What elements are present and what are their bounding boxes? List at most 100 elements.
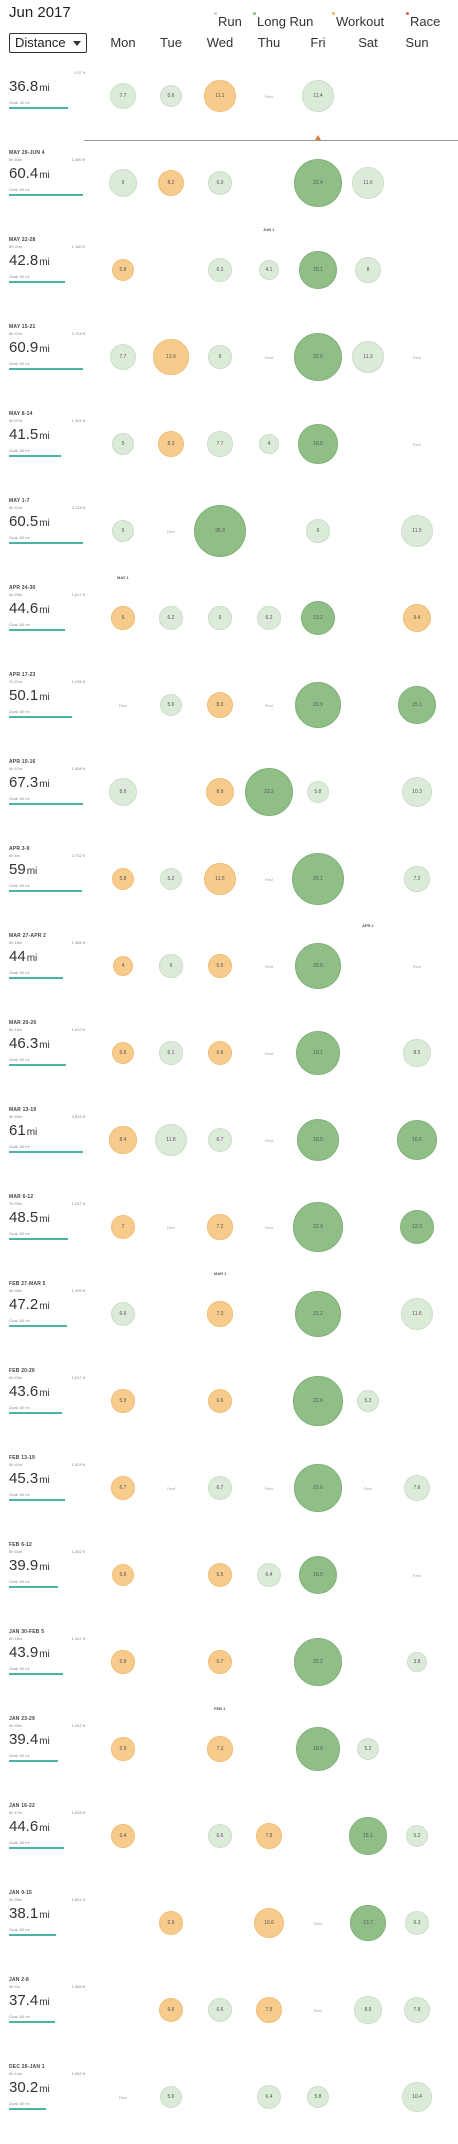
run-bubble[interactable]: 16.5 bbox=[298, 424, 338, 464]
run-bubble[interactable]: 6.9 bbox=[158, 1910, 184, 1936]
run-bubble[interactable]: 7.6 bbox=[404, 1475, 430, 1501]
run-bubble[interactable]: 6.6 bbox=[207, 1388, 233, 1414]
run-bubble[interactable]: 21.6 bbox=[294, 1464, 342, 1512]
week-row[interactable]: JAN 23-29 5h 46m 1,442 ft 39.4mi Goal: 60 mi… bbox=[0, 1709, 458, 1796]
run-bubble[interactable]: 7.8 bbox=[255, 1822, 283, 1850]
run-bubble[interactable]: 5.6 bbox=[159, 2085, 183, 2109]
week-row[interactable]: FEB 6-12 5h 51m 1,352 ft 39.9mi Goal: 60 mi 5… bbox=[0, 1535, 458, 1622]
run-bubble[interactable]: 3.8 bbox=[407, 1652, 427, 1672]
run-bubble[interactable]: 10.6 bbox=[253, 1907, 285, 1939]
run-bubble[interactable]: 16.6 bbox=[397, 1120, 437, 1160]
run-bubble[interactable]: 22.5 bbox=[293, 332, 343, 382]
week-row[interactable]: MAY 8-14 6h 07m 1,461 ft 41.5mi Goal: 60 mi 5… bbox=[0, 404, 458, 491]
run-bubble[interactable]: 6.9 bbox=[207, 170, 233, 196]
run-bubble[interactable]: 13.7 bbox=[350, 1905, 386, 1941]
run-bubble[interactable]: 6.6 bbox=[110, 1301, 136, 1327]
run-bubble[interactable]: 6 bbox=[111, 606, 135, 630]
run-bubble[interactable]: 5.9 bbox=[111, 1737, 135, 1761]
week-row[interactable]: MAY 29-JUN 4 8h 54m 1,380 ft 60.4mi Goal: 60… bbox=[0, 143, 458, 230]
run-bubble[interactable]: 19.1 bbox=[296, 1031, 340, 1075]
run-bubble[interactable]: 6.7 bbox=[207, 1127, 233, 1153]
run-bubble[interactable]: 18.9 bbox=[296, 1727, 340, 1771]
run-bubble[interactable]: 11.1 bbox=[204, 80, 236, 112]
run-bubble[interactable]: 8.9 bbox=[206, 778, 234, 806]
week-row[interactable]: DEC 26-JAN 1 4h 14m 1,082 ft 30.2mi Goal: 60… bbox=[0, 2057, 458, 2144]
week-row[interactable]: MAR 6-12 7h 03m 1,247 ft 48.5mi Goal: 60 mi 7… bbox=[0, 1187, 458, 1274]
run-bubble[interactable]: 13.2 bbox=[300, 600, 336, 636]
week-row[interactable]: FEB 13-19 6h 41m 1,629 ft 45.3mi Goal: 60 mi… bbox=[0, 1448, 458, 1535]
run-bubble[interactable]: 6.6 bbox=[207, 1040, 233, 1066]
week-row[interactable]: APR 3-9 8h 4m 2,732 ft 59mi Goal: 60 mi 5.8 5.… bbox=[0, 839, 458, 926]
run-bubble[interactable]: 6.6 bbox=[207, 1997, 233, 2023]
run-bubble[interactable]: 11.6 bbox=[352, 167, 384, 199]
run-bubble[interactable]: 5.8 bbox=[111, 867, 135, 891]
run-bubble[interactable]: 4 bbox=[112, 955, 134, 977]
run-bubble[interactable]: 6.4 bbox=[111, 1824, 135, 1848]
week-row[interactable]: MAR 13-19 8h 50m 2,816 ft 61mi Goal: 60 mi 8.… bbox=[0, 1100, 458, 1187]
run-bubble[interactable]: 15.1 bbox=[299, 251, 337, 289]
run-bubble[interactable]: 5.9 bbox=[111, 1389, 135, 1413]
run-bubble[interactable]: 8.2 bbox=[157, 169, 185, 197]
run-bubble[interactable]: 15.1 bbox=[398, 686, 436, 724]
run-bubble[interactable]: 6.5 bbox=[207, 953, 233, 979]
run-bubble[interactable]: 5.9 bbox=[111, 1650, 135, 1674]
run-bubble[interactable]: 13.6 bbox=[153, 339, 189, 375]
run-bubble[interactable]: 4.1 bbox=[258, 259, 280, 281]
week-row[interactable]: FEB 20-26 6h 23m 1,617 ft 43.6mi Goal: 60 mi… bbox=[0, 1361, 458, 1448]
run-bubble[interactable]: 7 bbox=[110, 1214, 136, 1240]
run-bubble[interactable]: 5.8 bbox=[306, 780, 330, 804]
run-bubble[interactable]: 5.6 bbox=[111, 1041, 135, 1065]
week-row[interactable]: MAY 15-21 8h 37m 2,728 ft 60.9mi Goal: 60 mi… bbox=[0, 317, 458, 404]
run-bubble[interactable]: 22.9 bbox=[293, 1202, 343, 1252]
run-bubble[interactable]: 7.2 bbox=[404, 866, 430, 892]
run-bubble[interactable]: 6.6 bbox=[158, 1997, 184, 2023]
week-row[interactable]: FEB 27-MAR 5 6h 46m 1,495 ft 47.2mi Goal: 60… bbox=[0, 1274, 458, 1361]
run-bubble[interactable]: 22.6 bbox=[293, 1376, 343, 1426]
run-bubble[interactable]: 5.8 bbox=[111, 258, 135, 282]
run-bubble[interactable]: 15.5 bbox=[298, 1555, 337, 1594]
run-bubble[interactable]: 7.7 bbox=[110, 344, 136, 370]
run-bubble[interactable]: 7.8 bbox=[403, 1996, 431, 2024]
week-row[interactable]: MAY 1-7 8h 41m 2,118 ft 60.5mi Goal: 60 mi 5 R… bbox=[0, 491, 458, 578]
run-bubble[interactable]: 5.2 bbox=[159, 867, 183, 891]
run-bubble[interactable]: 5.2 bbox=[405, 1824, 429, 1848]
run-bubble[interactable]: 7.7 bbox=[110, 83, 136, 109]
run-bubble[interactable]: 5.6 bbox=[111, 1563, 135, 1587]
run-bubble[interactable]: 6 bbox=[208, 345, 232, 369]
metric-dropdown[interactable]: Distance bbox=[9, 33, 87, 53]
week-row[interactable]: JAN 16-22 6h 17m 1,628 ft 44.6mi Goal: 60 mi… bbox=[0, 1796, 458, 1883]
run-bubble[interactable]: 6.7 bbox=[110, 1475, 136, 1501]
run-bubble[interactable]: 25.1 bbox=[292, 853, 344, 905]
run-bubble[interactable]: 6 bbox=[159, 954, 183, 978]
run-bubble[interactable]: 7.3 bbox=[207, 1736, 233, 1762]
run-bubble[interactable]: 7.7 bbox=[207, 431, 233, 457]
run-bubble[interactable]: 9 bbox=[109, 169, 137, 197]
run-bubble[interactable]: 6 bbox=[306, 519, 330, 543]
run-bubble[interactable]: 11.8 bbox=[154, 1123, 188, 1157]
run-bubble[interactable]: 18.5 bbox=[296, 1118, 340, 1162]
run-bubble[interactable]: 11.6 bbox=[401, 1298, 433, 1330]
run-bubble[interactable]: 6.7 bbox=[207, 1649, 233, 1675]
run-bubble[interactable]: 11.4 bbox=[302, 80, 334, 112]
run-bubble[interactable]: 7.3 bbox=[207, 1301, 233, 1327]
run-bubble[interactable]: 8.5 bbox=[403, 1039, 431, 1067]
week-row[interactable]: APR 10-16 9h 47m 1,808 ft 67.3mi Goal: 60 mi… bbox=[0, 752, 458, 839]
run-bubble[interactable]: 26.3 bbox=[194, 505, 246, 557]
week-row[interactable]: JAN 30-FEB 5 6h 18m 1,447 ft 43.9mi Goal: 60… bbox=[0, 1622, 458, 1709]
run-bubble[interactable]: 22.2 bbox=[244, 767, 294, 817]
run-bubble[interactable]: 10.4 bbox=[401, 2081, 433, 2113]
run-bubble[interactable]: 8 bbox=[354, 256, 382, 284]
run-bubble[interactable]: 8.5 bbox=[354, 1996, 382, 2024]
run-bubble[interactable]: 8.3 bbox=[206, 691, 234, 719]
run-bubble[interactable]: 5.3 bbox=[356, 1389, 380, 1413]
run-bubble[interactable]: 6 bbox=[208, 606, 232, 630]
week-row[interactable]: APR 17-23 7h 21m 1,036 ft 50.1mi Goal: 60 mi… bbox=[0, 665, 458, 752]
run-bubble[interactable]: 9.4 bbox=[402, 603, 432, 633]
run-bubble[interactable]: 5 bbox=[112, 433, 134, 455]
run-bubble[interactable]: 5.6 bbox=[159, 84, 183, 108]
run-bubble[interactable]: 5.8 bbox=[306, 2085, 330, 2109]
run-bubble[interactable]: 6.6 bbox=[207, 1823, 233, 1849]
run-bubble[interactable]: 22.2 bbox=[293, 1637, 343, 1687]
week-row[interactable]: MAY 22-28 6h 21m 1,180 ft 42.8mi Goal: 60 mi… bbox=[0, 230, 458, 317]
run-bubble[interactable]: 6.2 bbox=[257, 606, 281, 630]
